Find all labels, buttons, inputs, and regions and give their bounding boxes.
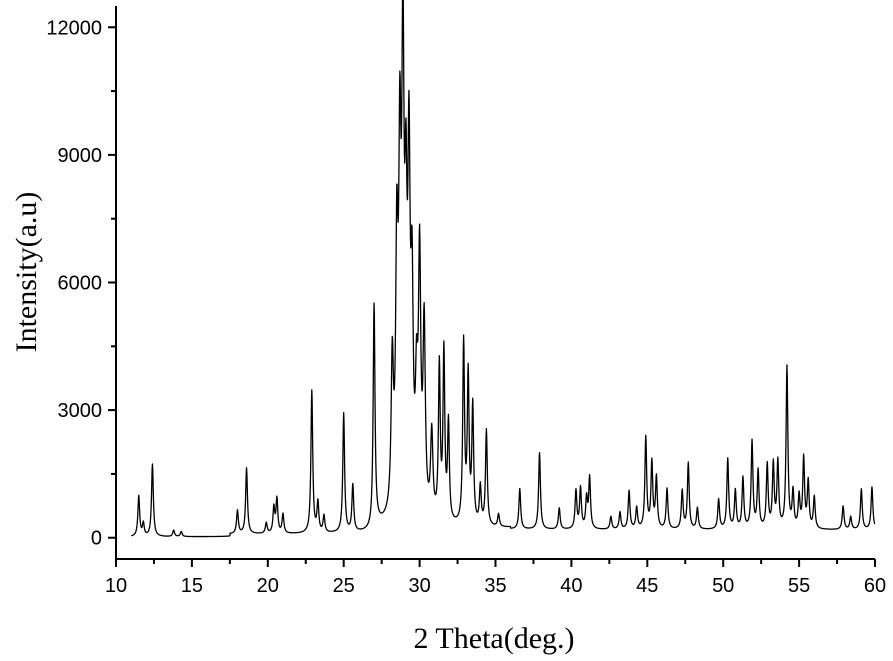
y-axis-title: Intensity(a.u)	[10, 192, 43, 353]
x-axis-title: 2 Theta(deg.)	[413, 622, 574, 655]
x-tick-label: 55	[788, 575, 810, 597]
xrd-pattern-line	[131, 0, 875, 537]
x-tick-label: 60	[864, 575, 886, 597]
y-tick-label: 0	[91, 528, 102, 550]
x-tick-label: 50	[712, 575, 734, 597]
plot-frame	[116, 6, 875, 559]
x-tick-label: 45	[636, 575, 658, 597]
x-tick-label: 25	[333, 575, 355, 597]
x-tick-label: 15	[181, 575, 203, 597]
y-tick-label: 12000	[46, 17, 102, 39]
x-tick-label: 35	[484, 575, 506, 597]
series-layer	[131, 0, 875, 537]
x-tick-label: 30	[408, 575, 430, 597]
y-tick-label: 3000	[58, 400, 103, 422]
x-tick-label: 20	[257, 575, 279, 597]
y-tick-label: 9000	[58, 145, 103, 167]
y-tick-label: 6000	[58, 273, 103, 295]
x-tick-label: 10	[105, 575, 127, 597]
x-axis-ticks: 10 15 20 25 30 35 40 45 50 55 60	[105, 559, 886, 597]
x-tick-label: 40	[560, 575, 582, 597]
y-axis-ticks: 0 3000 6000 9000 12000	[46, 17, 116, 549]
